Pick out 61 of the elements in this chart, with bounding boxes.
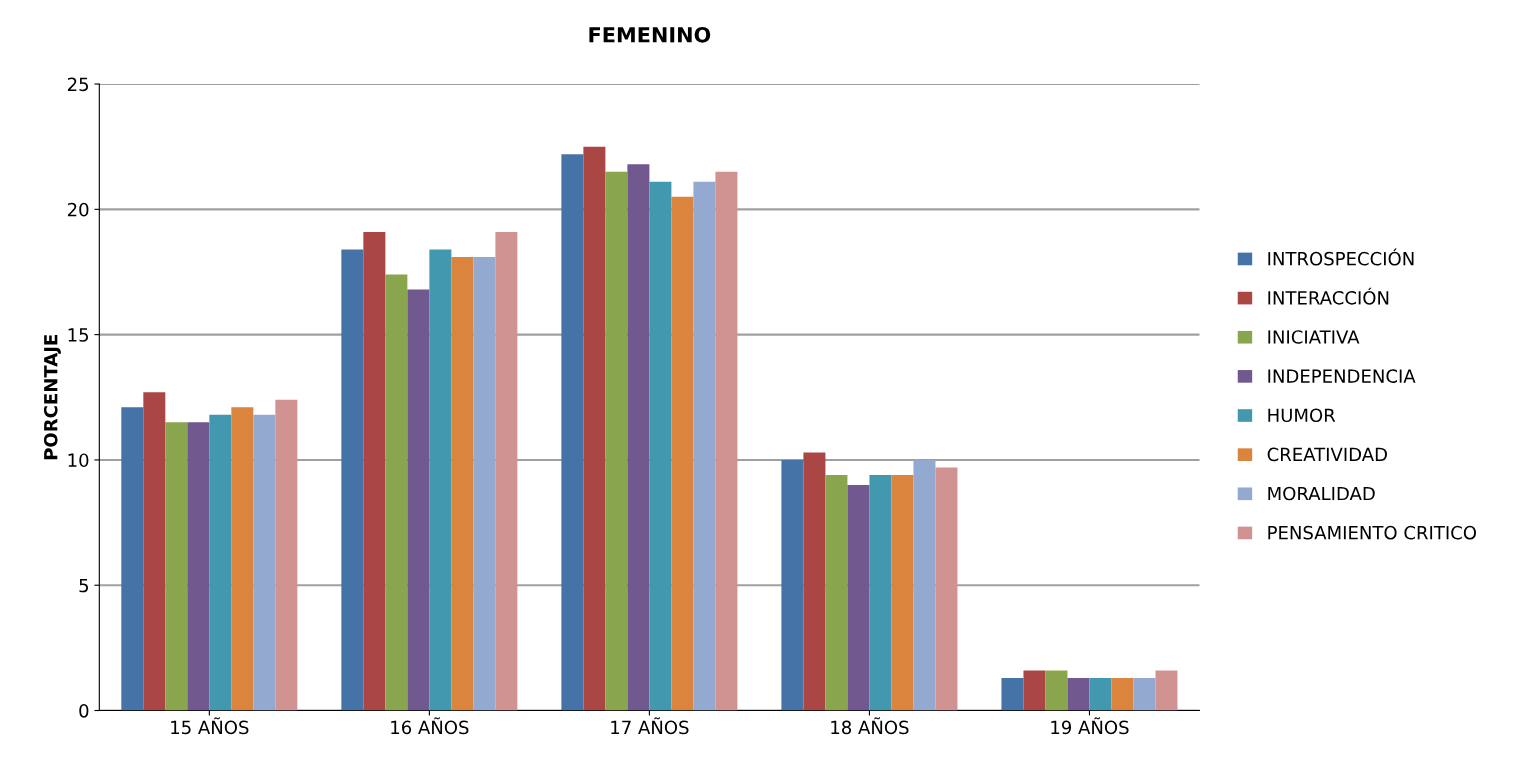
bar bbox=[627, 164, 650, 711]
legend-label: HUMOR bbox=[1268, 408, 1336, 423]
bar bbox=[781, 459, 804, 711]
bar bbox=[407, 289, 430, 711]
y-tick-label: 20 bbox=[67, 202, 89, 217]
bar bbox=[561, 154, 584, 711]
bar bbox=[1089, 677, 1112, 711]
bar bbox=[1111, 677, 1134, 711]
bar bbox=[231, 407, 254, 711]
bar bbox=[847, 484, 870, 711]
bar bbox=[495, 231, 518, 711]
bar bbox=[165, 422, 188, 711]
legend-label: INDEPENDENCIA bbox=[1268, 369, 1416, 383]
bar bbox=[869, 474, 892, 711]
y-tick-label: 25 bbox=[67, 77, 89, 92]
bar bbox=[891, 474, 914, 711]
bar bbox=[451, 256, 474, 711]
legend-label: PENSAMIENTO CRITICO bbox=[1268, 525, 1477, 540]
bar bbox=[143, 392, 166, 711]
bar bbox=[341, 249, 364, 711]
bar bbox=[1023, 670, 1046, 711]
bar bbox=[429, 249, 452, 711]
bar bbox=[649, 181, 672, 711]
y-axis-title: PORCENTAJE bbox=[43, 335, 61, 460]
bar bbox=[473, 256, 496, 711]
x-tick-label: 16 AÑOS bbox=[391, 717, 469, 735]
bar bbox=[1155, 670, 1178, 711]
bar bbox=[363, 231, 386, 711]
bar bbox=[121, 407, 144, 711]
chart-title: FEMENINO bbox=[589, 26, 711, 43]
bar bbox=[1133, 677, 1156, 711]
x-tick-label: 17 AÑOS bbox=[611, 717, 689, 735]
bar bbox=[825, 474, 848, 711]
y-tick-label: 10 bbox=[68, 453, 89, 468]
bar bbox=[605, 171, 628, 711]
bar bbox=[385, 274, 408, 711]
bar bbox=[913, 459, 936, 711]
bar bbox=[209, 414, 232, 711]
bar bbox=[671, 196, 694, 711]
x-tick-label: 18 AÑOS bbox=[831, 717, 909, 735]
y-tick-label: 0 bbox=[79, 703, 89, 718]
bar bbox=[715, 171, 738, 711]
legend-label: INICIATIVA bbox=[1268, 330, 1360, 344]
x-tick-label: 15 AÑOS bbox=[171, 717, 249, 735]
bar bbox=[803, 452, 826, 711]
legend-label: CREATIVIDAD bbox=[1267, 447, 1387, 462]
bar bbox=[935, 467, 958, 711]
bar bbox=[583, 146, 606, 711]
legend-label: MORALIDAD bbox=[1268, 486, 1375, 501]
bar bbox=[275, 399, 298, 711]
legend-label: INTERACCIÓN bbox=[1268, 287, 1389, 305]
bar bbox=[1067, 677, 1090, 711]
x-tick-label: 19 AÑOS bbox=[1051, 717, 1129, 735]
bar bbox=[187, 422, 210, 711]
bar bbox=[1001, 677, 1024, 711]
bar bbox=[253, 414, 276, 711]
y-tick-label: 15 bbox=[68, 328, 89, 342]
y-tick-label: 5 bbox=[79, 578, 89, 593]
bar bbox=[693, 181, 716, 711]
bar bbox=[1045, 670, 1068, 711]
legend-label: INTROSPECCIÓN bbox=[1268, 248, 1414, 266]
